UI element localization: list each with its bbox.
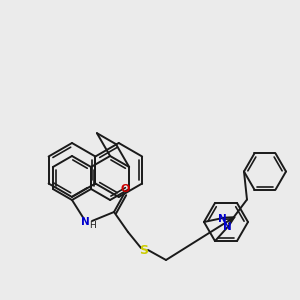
Text: O: O (120, 184, 130, 194)
Text: N: N (218, 214, 227, 224)
Text: N: N (223, 221, 231, 232)
Text: S: S (140, 244, 148, 256)
Text: N: N (81, 217, 89, 227)
Text: H: H (88, 220, 95, 230)
